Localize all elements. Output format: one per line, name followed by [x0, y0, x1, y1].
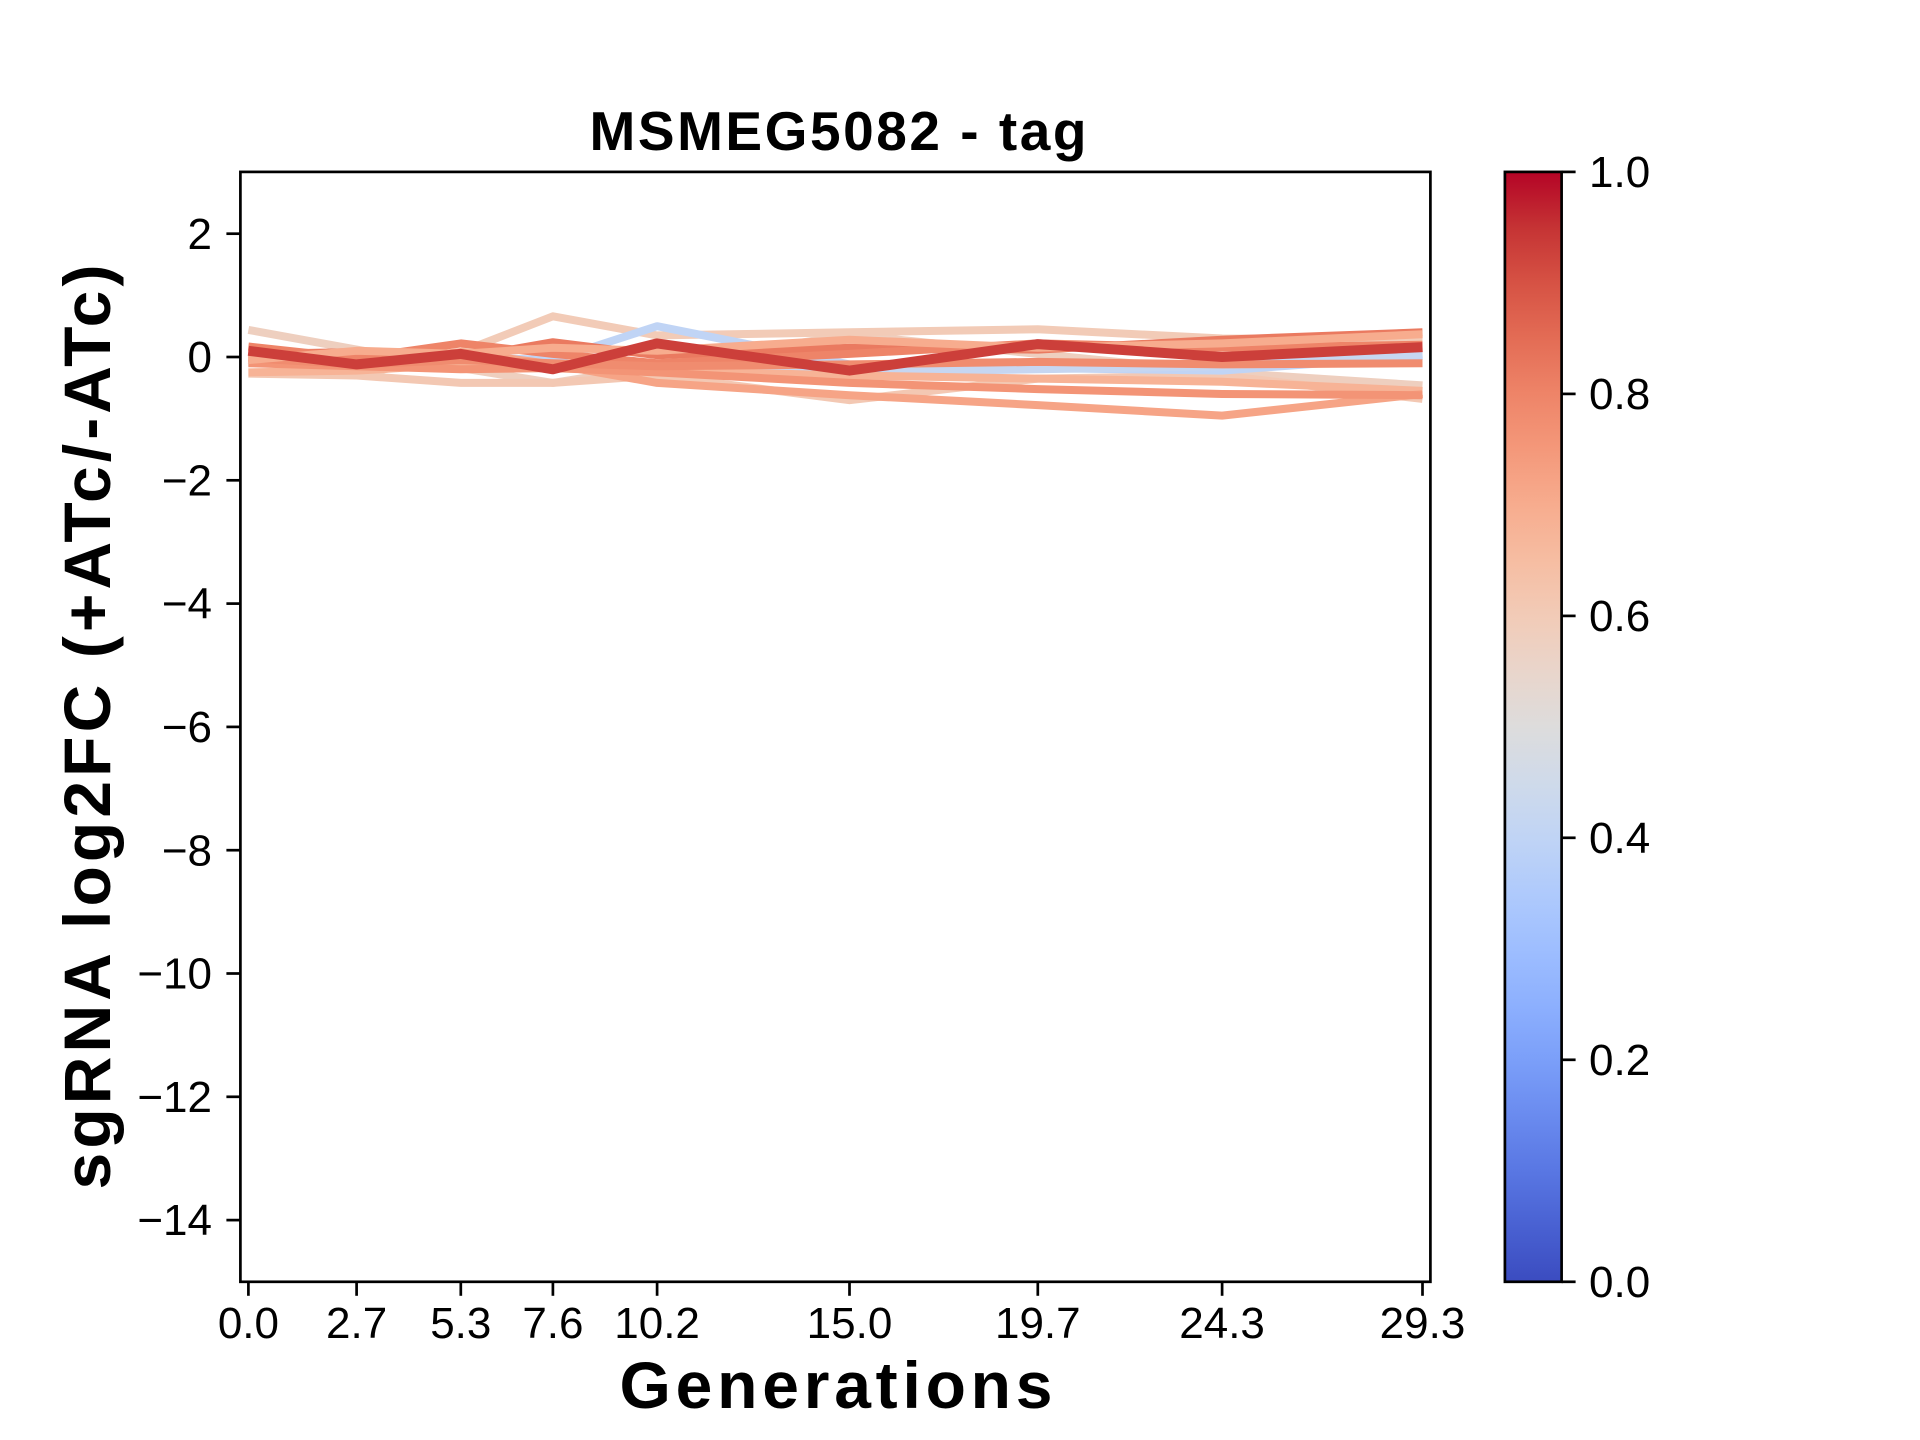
svg-text:Generations: Generations	[620, 1348, 1053, 1422]
svg-text:−2: −2	[162, 456, 212, 505]
svg-text:15.0: 15.0	[807, 1299, 893, 1348]
svg-text:−4: −4	[162, 580, 212, 629]
svg-text:1.0: 1.0	[1589, 148, 1650, 197]
svg-text:−10: −10	[137, 950, 212, 999]
svg-text:10.2: 10.2	[614, 1299, 700, 1348]
svg-text:−12: −12	[137, 1073, 212, 1122]
svg-text:0.2: 0.2	[1589, 1036, 1650, 1085]
svg-text:0.0: 0.0	[218, 1299, 279, 1348]
svg-text:7.6: 7.6	[522, 1299, 583, 1348]
svg-text:19.7: 19.7	[995, 1299, 1081, 1348]
svg-text:sgRNA log2FC (+ATc/-ATc): sgRNA log2FC (+ATc/-ATc)	[50, 265, 124, 1190]
svg-text:5.3: 5.3	[430, 1299, 491, 1348]
svg-text:0.6: 0.6	[1589, 592, 1650, 641]
svg-text:0.4: 0.4	[1589, 814, 1650, 863]
svg-text:0: 0	[188, 333, 212, 382]
svg-text:29.3: 29.3	[1380, 1299, 1466, 1348]
svg-text:−6: −6	[162, 703, 212, 752]
svg-text:24.3: 24.3	[1179, 1299, 1265, 1348]
svg-text:−14: −14	[137, 1196, 212, 1245]
svg-text:MSMEG5082 - tag: MSMEG5082 - tag	[590, 100, 1087, 162]
svg-text:2.7: 2.7	[326, 1299, 387, 1348]
svg-text:0.0: 0.0	[1589, 1258, 1650, 1307]
svg-text:−8: −8	[162, 826, 212, 875]
svg-text:2: 2	[188, 210, 212, 259]
svg-text:0.8: 0.8	[1589, 370, 1650, 419]
